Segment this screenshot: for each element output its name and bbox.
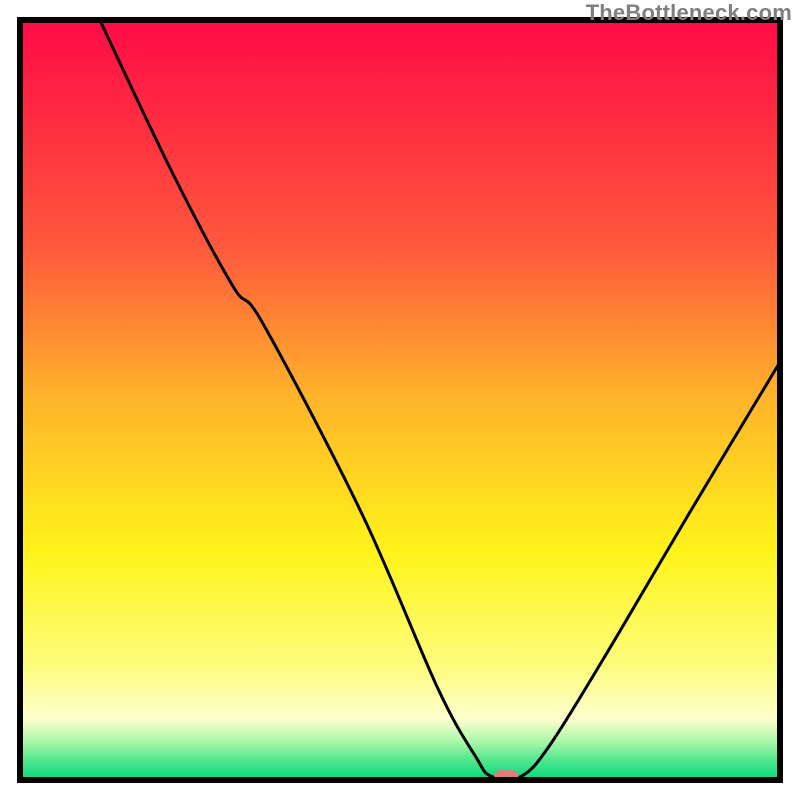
bottleneck-chart [0, 0, 800, 800]
watermark-text: TheBottleneck.com [586, 0, 792, 26]
gradient-background [20, 20, 780, 780]
